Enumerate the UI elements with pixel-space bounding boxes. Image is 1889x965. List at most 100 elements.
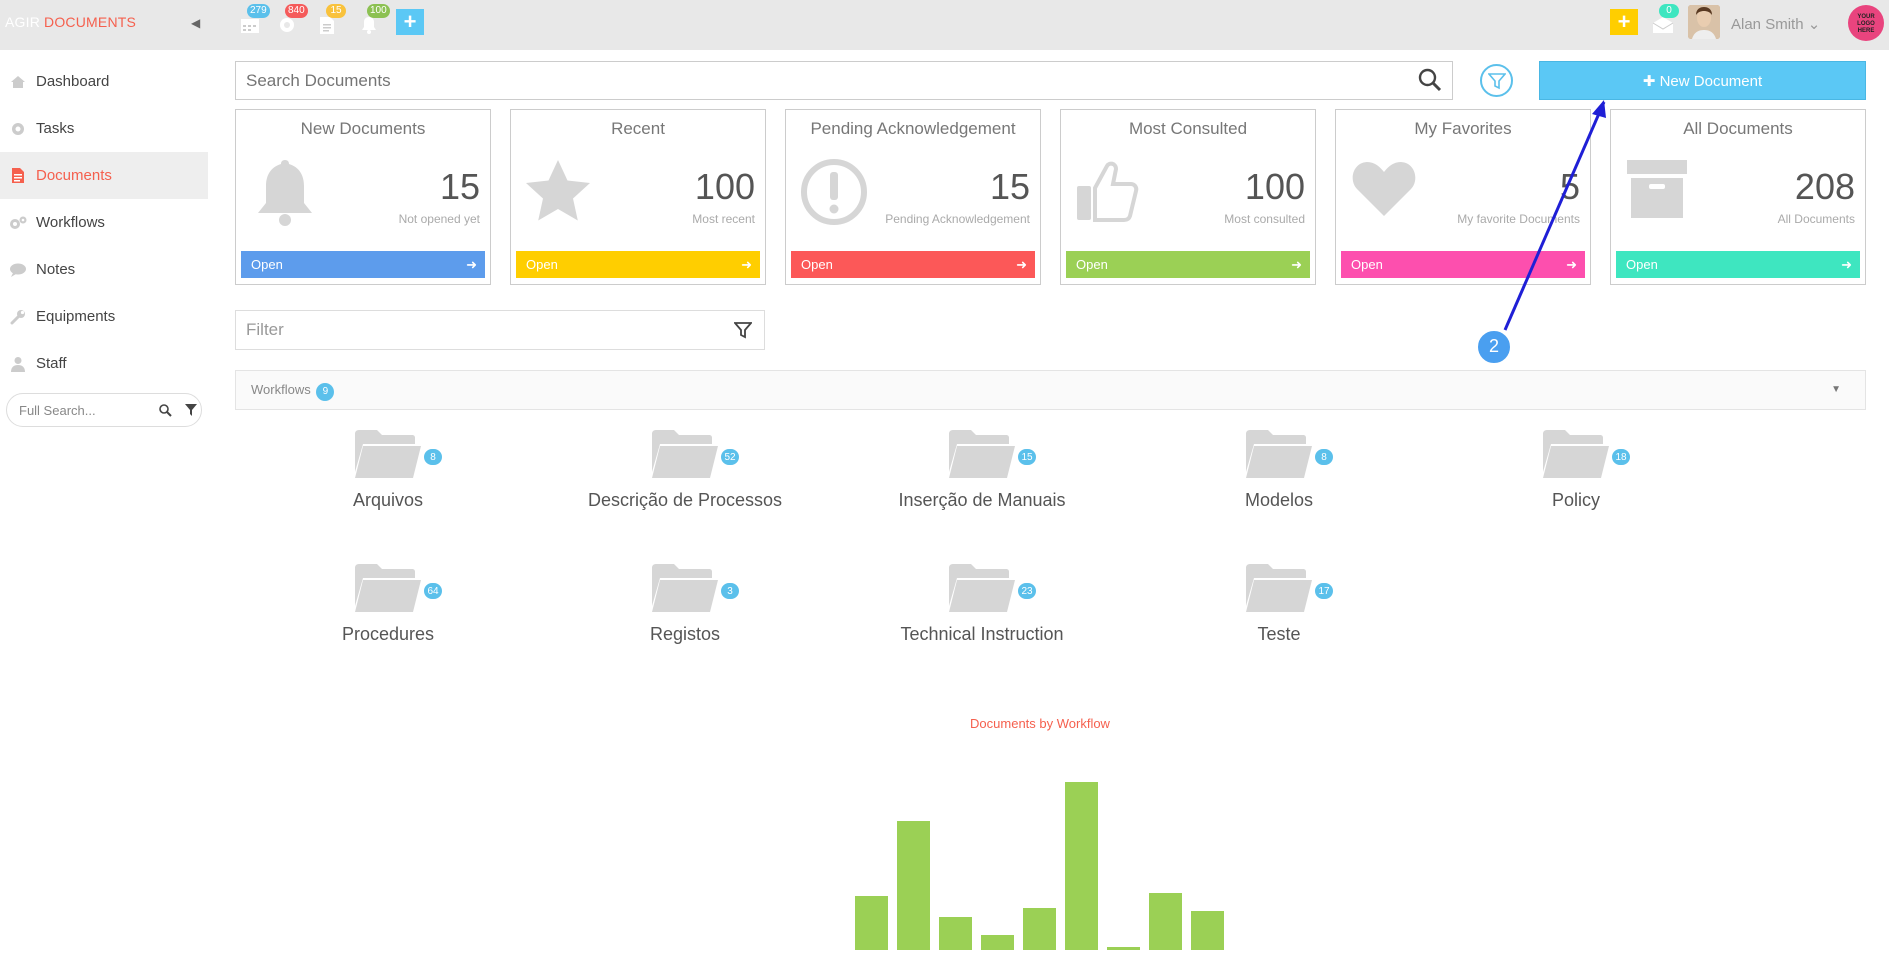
full-search-placeholder: Full Search... <box>19 403 96 418</box>
open-button[interactable]: Open ➜ <box>1341 251 1585 278</box>
notifications-badge: 100 <box>367 4 390 18</box>
folder-teste[interactable]: 17 Teste <box>1131 562 1427 645</box>
card-value: 208 <box>1794 166 1855 207</box>
folder-count-badge: 3 <box>720 582 740 600</box>
chart-bar-2[interactable]: Descrição de Processos: 43 <box>897 821 930 950</box>
sidebar-item-label: Equipments <box>36 308 116 325</box>
advanced-filter-button[interactable] <box>1480 64 1513 97</box>
star-icon <box>525 158 591 227</box>
card-subtitle: My favorite Documents <box>1457 212 1580 226</box>
sidebar-item-label: Documents <box>36 167 112 184</box>
filter-input[interactable]: Filter <box>235 310 765 350</box>
chart-bar-7[interactable]: Registos: 1 <box>1107 947 1140 950</box>
user-name: Alan Smith <box>1731 16 1804 33</box>
sidebar-item-documents[interactable]: Documents <box>0 152 208 199</box>
sidebar-item-label: Workflows <box>36 214 105 231</box>
user-menu[interactable]: Alan Smith ⌄ <box>1731 15 1820 33</box>
chart-bar-6[interactable]: Procedures: 56 <box>1065 782 1098 950</box>
folder-registos[interactable]: 3 Registos <box>537 562 833 645</box>
card-value: 100 <box>1244 166 1305 207</box>
folder-icon: 18 <box>1541 428 1631 486</box>
chart-bar-1[interactable]: Arquivos: 18 <box>855 896 888 950</box>
sidebar-item-label: Dashboard <box>36 73 110 90</box>
chart-svg: Arquivos: 18 Descrição de Processos: 43 In… <box>855 782 1224 950</box>
card-subtitle: All Documents <box>1777 212 1855 226</box>
sidebar-item-notes[interactable]: Notes <box>0 246 208 293</box>
collapse-sidebar-icon[interactable]: ◀ <box>191 16 201 30</box>
open-label: Open <box>526 257 558 272</box>
folder-count-badge: 8 <box>1314 448 1334 466</box>
gears-icon <box>8 214 28 232</box>
arrow-right-icon: ➜ <box>1291 257 1302 272</box>
bell-icon[interactable]: 100 <box>356 4 390 38</box>
gear-icon[interactable]: 840 <box>274 4 308 38</box>
chart-bar-3[interactable]: Inserção de Manuais: 11 <box>939 917 972 950</box>
sidebar-item-workflows[interactable]: Workflows <box>0 199 208 246</box>
open-button[interactable]: Open ➜ <box>791 251 1035 278</box>
documents-badge: 15 <box>326 4 346 18</box>
add-button[interactable]: + <box>1610 9 1638 35</box>
new-document-button[interactable]: ✚ New Document <box>1539 61 1866 100</box>
sidebar-item-equipments[interactable]: Equipments <box>0 293 208 340</box>
folder-icon: 23 <box>947 562 1037 620</box>
card-most-consulted: Most Consulted 100 Most consulted Open ➜ <box>1060 109 1316 285</box>
user-icon <box>8 355 28 373</box>
folder-descricao-de-processos[interactable]: 52 Descrição de Processos <box>537 428 833 511</box>
chart-bar-4[interactable]: Modelos: 5 <box>981 935 1014 950</box>
calendar-icon[interactable]: 279 <box>236 4 270 38</box>
workflows-count-badge: 9 <box>316 383 335 401</box>
open-button[interactable]: Open ➜ <box>516 251 760 278</box>
card-title: Recent <box>611 119 665 138</box>
caret-down-icon[interactable]: ▼ <box>1831 384 1841 395</box>
arrow-right-icon: ➜ <box>1566 257 1577 272</box>
card-title: My Favorites <box>1414 119 1512 138</box>
chat-icon <box>8 261 28 279</box>
mail-badge: 0 <box>1659 4 1679 18</box>
chart-bar-9[interactable]: Teste: 13 <box>1191 911 1224 950</box>
workflows-panel-header[interactable]: Workflows 9 ▼ <box>235 370 1866 410</box>
document-icon[interactable]: 15 <box>315 4 346 38</box>
folder-arquivos[interactable]: 8 Arquivos <box>240 428 536 511</box>
chart-bar-5[interactable]: Policy: 14 <box>1023 908 1056 950</box>
sidebar-item-dashboard[interactable]: Dashboard <box>0 58 208 105</box>
card-title: Pending Acknowledgement <box>810 119 1016 138</box>
card-title: All Documents <box>1683 119 1793 138</box>
mail-icon[interactable]: 0 <box>1648 4 1679 38</box>
filter-icon[interactable] <box>733 321 753 344</box>
company-logo: YOUR LOGO HERE <box>1848 5 1884 41</box>
sidebar-item-label: Staff <box>36 355 67 372</box>
folder-technical-instruction[interactable]: 23 Technical Instruction <box>834 562 1130 645</box>
open-button[interactable]: Open ➜ <box>1616 251 1860 278</box>
folder-insercao-de-manuais[interactable]: 15 Inserção de Manuais <box>834 428 1130 511</box>
folder-icon: 8 <box>1244 428 1334 486</box>
app-brand[interactable]: AGIR DOCUMENTS <box>5 14 136 30</box>
chart-bar-8[interactable]: Technical Instruction: 19 <box>1149 893 1182 950</box>
card-pending-acknowledgement: Pending Acknowledgement 15 Pending Ackno… <box>785 109 1041 285</box>
open-button[interactable]: Open ➜ <box>1066 251 1310 278</box>
folder-label: Modelos <box>1244 490 1314 510</box>
folder-label: Registos <box>649 624 721 644</box>
folder-policy[interactable]: 18 Policy <box>1428 428 1724 511</box>
search-input[interactable] <box>236 62 1386 99</box>
card-value: 5 <box>1559 166 1580 207</box>
open-button[interactable]: Open ➜ <box>241 251 485 278</box>
card-value: 100 <box>694 166 755 207</box>
filter-placeholder: Filter <box>246 320 284 339</box>
search-icon[interactable] <box>1418 68 1442 97</box>
quick-add-button[interactable]: + <box>396 9 424 35</box>
exclamation-icon <box>800 158 868 231</box>
folder-count-badge: 15 <box>1017 448 1037 466</box>
folder-procedures[interactable]: 64 Procedures <box>240 562 536 645</box>
folder-label: Policy <box>1551 490 1600 510</box>
tasks-badge: 840 <box>285 4 308 18</box>
user-avatar[interactable] <box>1688 5 1720 39</box>
card-subtitle: Pending Acknowledgement <box>885 212 1030 226</box>
filter-icon[interactable] <box>185 404 197 419</box>
folder-modelos[interactable]: 8 Modelos <box>1131 428 1427 511</box>
search-icon[interactable] <box>159 404 172 420</box>
sidebar-item-staff[interactable]: Staff <box>0 340 208 387</box>
documents-by-workflow-chart: Arquivos: 18 Descrição de Processos: 43 In… <box>840 740 1240 960</box>
full-search-input[interactable]: Full Search... <box>6 393 202 427</box>
gear-icon <box>8 120 28 138</box>
sidebar-item-tasks[interactable]: Tasks <box>0 105 208 152</box>
